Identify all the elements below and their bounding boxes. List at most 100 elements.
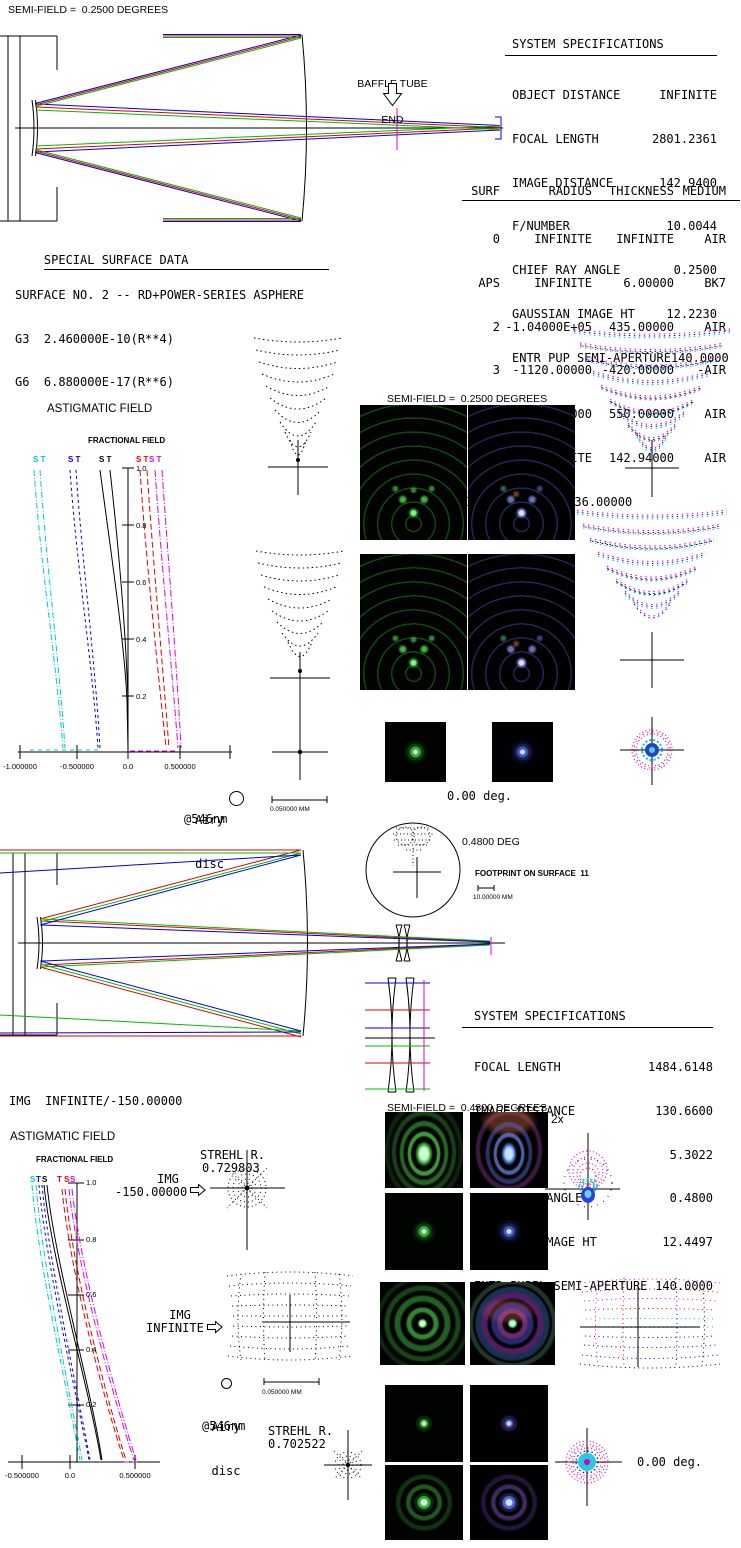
spec-value: 10.0044 bbox=[666, 219, 717, 234]
special-surface-line: SURFACE NO. 2 -- RD+POWER-SERIES ASPHERE bbox=[15, 287, 304, 302]
astig2-label-red-s: S bbox=[64, 1175, 70, 1184]
special-surface-line: G6 6.880000E-17(R**6) bbox=[15, 375, 174, 390]
strehl-value-2: 0.702522 bbox=[268, 1437, 326, 1451]
astig2-axes-and-curves bbox=[8, 1182, 160, 1469]
right-arrow-icon-2 bbox=[207, 1321, 223, 1334]
img-surface-label: IMG INFINITE/-150.00000 bbox=[9, 1094, 183, 1108]
system-specs-title-1: SYSTEM SPECIFICATIONS bbox=[505, 37, 717, 56]
psf-tile-green-r1 bbox=[385, 1112, 463, 1188]
astig1-xtick: 0.500000 bbox=[164, 762, 196, 771]
spot-diagram-color-2x bbox=[545, 1133, 620, 1220]
telescope-layout-diagram-1 bbox=[0, 34, 503, 222]
psf-tile-green-r3 bbox=[380, 1282, 465, 1365]
scale-bar-1-label: 0.050000 MM bbox=[270, 806, 310, 813]
img-arrow1-line2: -150.00000 bbox=[115, 1185, 188, 1199]
astig2-ytick: 0.2 bbox=[86, 1400, 97, 1409]
col-header-surf: SURF bbox=[471, 184, 500, 199]
corrector-lens-detail bbox=[365, 977, 435, 1093]
psf-image-green-field1 bbox=[360, 405, 467, 540]
spot-grid-color-infinite bbox=[579, 1277, 721, 1369]
psf-tile-green-r4 bbox=[385, 1385, 463, 1462]
scale-bar-2-label: 0.050000 MM bbox=[262, 1389, 302, 1396]
footprint-scale-label: 10.00000 MM bbox=[473, 894, 513, 901]
spot-diagram-mono-field1 bbox=[253, 337, 343, 495]
spec-row: FOCAL LENGTH 1484.6148 bbox=[474, 1059, 713, 1074]
psf-title-2: SEMI-FIELD = 0.4800 DEGREES bbox=[387, 1102, 548, 1114]
astig1-axes-and-curves bbox=[18, 467, 232, 759]
psf-image-green-onaxis bbox=[385, 722, 446, 782]
spot-diagram-mono-onaxis bbox=[272, 690, 328, 780]
astig1-curve-label-red: S T bbox=[136, 455, 149, 464]
spec-value: 140.0000 bbox=[670, 350, 729, 365]
astig1-ytick: 0.6 bbox=[136, 578, 147, 587]
astig2-xtick: 0.0 bbox=[64, 1471, 76, 1480]
spec-label: F/NUMBER bbox=[512, 219, 570, 234]
spec-row: FOCAL LENGTH 2801.2361 bbox=[505, 132, 717, 147]
surface-table-header: SURF RADIUS THICKNESS MEDIUM bbox=[462, 184, 740, 201]
astig2-xtick: 0.500000 bbox=[119, 1471, 151, 1480]
astig2-label-red-t: T bbox=[57, 1175, 62, 1184]
psf-image-green-field2 bbox=[360, 554, 467, 690]
psf-tile-color-r2 bbox=[470, 1193, 548, 1270]
footprint-diagram bbox=[365, 822, 461, 918]
astig2-ytick: 0.8 bbox=[86, 1235, 97, 1244]
astig1-curve-label-black: S T bbox=[99, 455, 112, 464]
img-arrow2-line1: IMG bbox=[169, 1308, 191, 1322]
spot-diagram-color-field1 bbox=[573, 328, 731, 497]
col-header-medium: MEDIUM bbox=[682, 184, 726, 199]
special-surface-title: SPECIAL SURFACE DATA bbox=[43, 253, 329, 271]
img-arrow1-line1: IMG bbox=[157, 1172, 179, 1186]
spec-row: ENTR PUP SEMI-APERTURE 140.0000 bbox=[505, 350, 729, 366]
psf-tile-green-r2 bbox=[385, 1193, 463, 1270]
airy-disc-label-2: Airy disc bbox=[211, 1420, 241, 1478]
surface-row: 2 -1.04000E+05 435.00000 AIR bbox=[492, 319, 726, 334]
spec-value: 142.9400 bbox=[659, 175, 717, 190]
spot-diagram-mono-field2 bbox=[255, 550, 345, 705]
astig2-ytick: 0.4 bbox=[86, 1345, 97, 1354]
spec-row: GAUSSIAN IMAGE HT 12.2230 bbox=[505, 307, 717, 322]
psf-image-color-field1 bbox=[468, 405, 575, 540]
strehl-label-1: STREHL R. bbox=[200, 1148, 266, 1162]
col-header-radius: RADIUS bbox=[548, 184, 592, 199]
airy-disc-wavelength-2: @546nm bbox=[202, 1419, 246, 1433]
psf-image-color-field2 bbox=[468, 554, 575, 690]
spot-grid-mono-infinite bbox=[226, 1271, 354, 1363]
footprint-deg-label: 0.4800 DEG bbox=[462, 836, 520, 848]
spec-label: FOCAL LENGTH bbox=[512, 131, 599, 146]
astig2-xtick: -0.500000 bbox=[5, 1471, 39, 1480]
astig1-subtitle: FRACTIONAL FIELD bbox=[88, 436, 166, 445]
astig1-ytick: 0.2 bbox=[136, 692, 147, 701]
astig1-xtick: -0.500000 bbox=[60, 762, 94, 771]
spec-label: GAUSSIAN IMAGE HT bbox=[512, 306, 635, 321]
psf-image-color-onaxis bbox=[492, 722, 553, 782]
footprint-title: FOOTPRINT ON SURFACE 11 bbox=[475, 869, 589, 878]
spec-label: OBJECT DISTANCE bbox=[512, 87, 621, 102]
system-specs-table-1: SYSTEM SPECIFICATIONS OBJECT DISTANCE INF… bbox=[505, 8, 729, 394]
psf-tile-green-r5 bbox=[385, 1465, 463, 1540]
psf-tile-color-r3 bbox=[470, 1282, 555, 1365]
psf-tile-color-r5 bbox=[470, 1465, 548, 1540]
psf-tile-color-r4 bbox=[470, 1385, 548, 1462]
spec-label: ENTR PUP SEMI-APERTURE bbox=[512, 350, 671, 365]
airy-disc-circle-1 bbox=[229, 791, 244, 806]
airy-disc-wavelength-1: @546nm bbox=[184, 812, 228, 826]
astig1-curve-label-magenta: S T bbox=[149, 455, 162, 464]
spec-value: 0.2500 bbox=[673, 263, 717, 278]
strehl-label-2: STREHL R. bbox=[268, 1424, 334, 1438]
psf-title-1: SEMI-FIELD = 0.2500 DEGREES bbox=[387, 393, 548, 405]
spec-label: IMAGE DISTANCE bbox=[512, 175, 614, 190]
surface-row: APS INFINITE 6.00000 BK7 bbox=[478, 275, 726, 290]
scale-bar-1 bbox=[271, 796, 328, 803]
astig2-subtitle: FRACTIONAL FIELD bbox=[36, 1155, 114, 1164]
spot-diagram-color-onaxis-2 bbox=[555, 1428, 622, 1506]
astig1-ytick: 0.8 bbox=[136, 521, 147, 530]
semi-field-title-1: SEMI-FIELD = 0.2500 DEGREES bbox=[8, 4, 169, 16]
spec-label: CHIEF RAY ANGLE bbox=[512, 263, 621, 278]
onaxis-caption-2: 0.00 deg. bbox=[637, 1455, 703, 1469]
strehl-value-1: 0.729803 bbox=[202, 1161, 260, 1175]
spec-row: OBJECT DISTANCE INFINITE bbox=[505, 88, 717, 103]
baffle-tube-label-line2: END bbox=[381, 114, 404, 126]
baffle-tube-label-line1: BAFFLE TUBE bbox=[357, 78, 428, 90]
